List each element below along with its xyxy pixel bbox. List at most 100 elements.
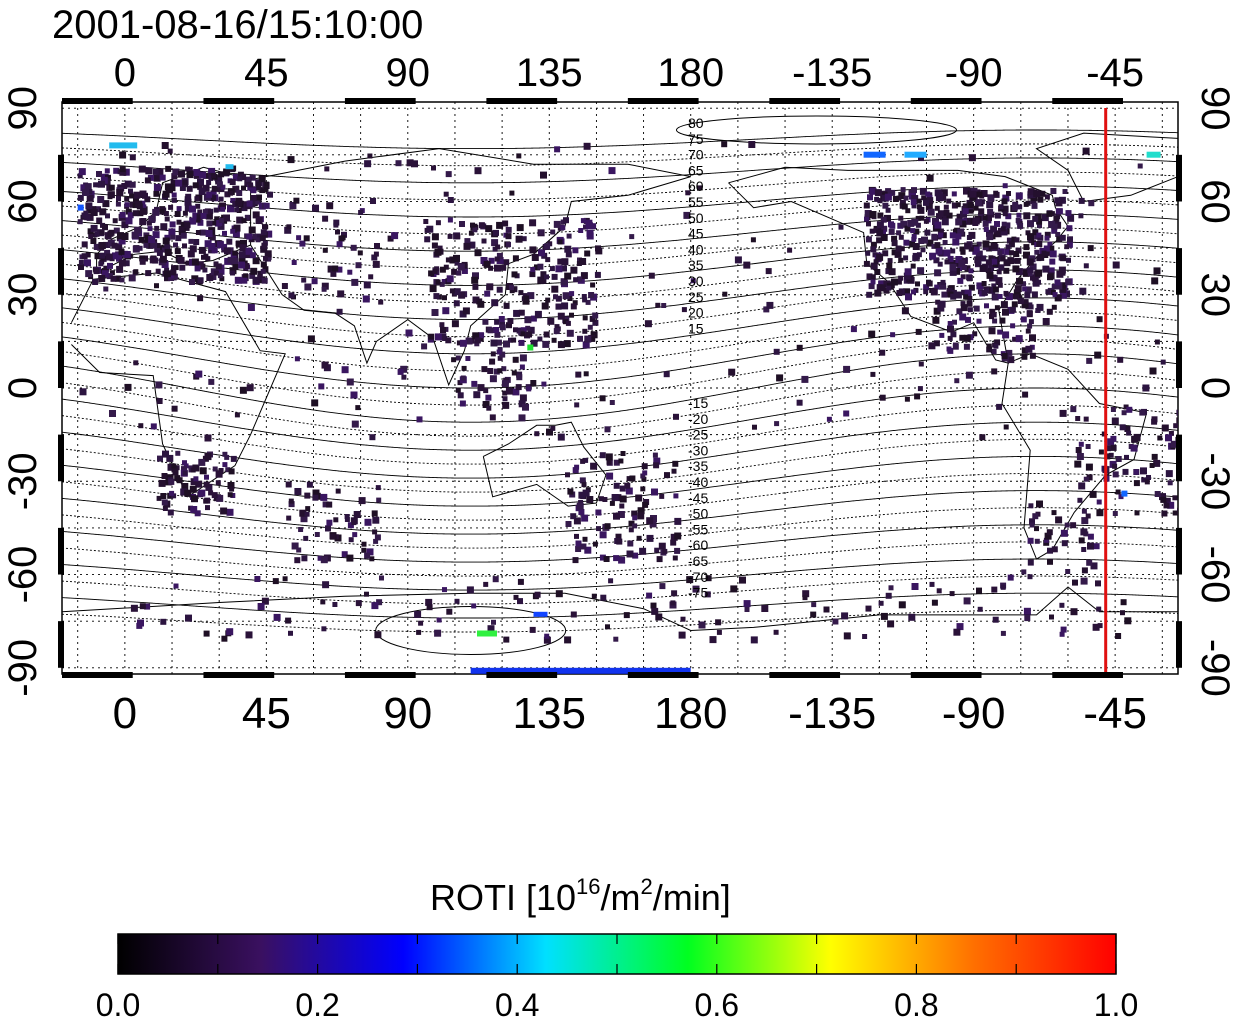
roti-cell <box>618 556 626 564</box>
roti-cell <box>489 375 497 383</box>
roti-cell <box>985 268 991 274</box>
roti-cell <box>1072 579 1078 586</box>
roti-cell <box>583 371 589 377</box>
roti-cell <box>637 507 645 515</box>
roti-cell <box>884 193 892 201</box>
roti-cell <box>177 256 185 264</box>
roti-cell <box>841 612 849 620</box>
roti-cell <box>375 485 381 491</box>
roti-cell <box>529 246 537 254</box>
roti-cell <box>926 197 934 205</box>
roti-cell <box>513 327 518 333</box>
roti-cell <box>305 506 311 512</box>
roti-cell <box>991 586 998 593</box>
roti-cell <box>220 206 226 212</box>
roti-cell <box>1094 351 1102 359</box>
roti-cell <box>488 265 494 271</box>
roti-cell <box>640 473 646 479</box>
contour-label: 20 <box>688 305 704 321</box>
roti-cell <box>466 586 474 594</box>
roti-cell <box>553 294 558 300</box>
roti-cell <box>456 340 462 346</box>
roti-cell <box>303 235 310 242</box>
roti-cell <box>1000 226 1006 232</box>
roti-cell <box>730 585 738 593</box>
roti-cell <box>456 270 462 276</box>
roti-cell <box>947 321 953 326</box>
roti-cell <box>912 252 920 260</box>
roti-cell <box>1118 494 1124 500</box>
roti-cell <box>870 274 876 280</box>
roti-cell <box>578 509 585 515</box>
roti-cell <box>191 275 199 283</box>
roti-cell <box>101 270 109 278</box>
roti-cell <box>1163 497 1171 505</box>
roti-cell <box>773 348 780 355</box>
roti-cell <box>991 368 998 375</box>
roti-cell <box>1007 257 1015 265</box>
roti-cell <box>148 236 156 243</box>
roti-cell <box>206 274 214 281</box>
roti-cell <box>1105 445 1111 452</box>
roti-cell <box>1011 236 1017 242</box>
roti-cell <box>981 281 987 286</box>
roti-cell <box>1024 286 1032 294</box>
longitude-tick-label-top: 135 <box>516 51 583 95</box>
roti-cell <box>939 282 947 290</box>
roti-cell <box>664 472 670 479</box>
roti-cell <box>197 219 204 226</box>
roti-cell <box>435 279 441 285</box>
roti-cell <box>1007 356 1015 364</box>
roti-cell <box>357 250 363 256</box>
roti-cell <box>259 235 266 242</box>
colorbar-tick-label: 0.8 <box>894 987 938 1023</box>
roti-cell <box>119 166 126 173</box>
roti-cell <box>168 478 175 485</box>
roti-cell <box>431 233 439 241</box>
roti-cell <box>560 278 568 286</box>
roti-cell <box>1014 237 1020 243</box>
roti-cell <box>579 258 587 265</box>
north-pole-contour <box>675 115 957 145</box>
roti-cell <box>129 154 136 161</box>
roti-cell <box>1044 231 1051 238</box>
roti-cell <box>874 289 882 297</box>
contour-line <box>62 592 1178 619</box>
roti-cell <box>246 200 253 207</box>
roti-cell <box>125 208 132 215</box>
roti-cell <box>1036 241 1043 247</box>
roti-cell <box>1065 279 1072 286</box>
roti-cell <box>540 277 547 284</box>
roti-cell <box>959 220 967 228</box>
roti-cell <box>516 153 522 159</box>
roti-cell <box>605 624 610 630</box>
roti-cell <box>903 288 911 296</box>
contour-line <box>62 541 1178 577</box>
roti-cell <box>640 486 646 492</box>
roti-cell <box>563 319 568 325</box>
roti-cell <box>1059 291 1067 299</box>
roti-cell <box>1168 430 1174 436</box>
roti-cell <box>218 196 224 202</box>
roti-cell <box>117 232 124 240</box>
roti-cell <box>468 230 474 236</box>
roti-cell <box>492 576 499 583</box>
roti-cell <box>443 191 449 197</box>
roti-cell <box>870 262 878 270</box>
roti-cell <box>178 170 185 178</box>
roti-cell <box>531 254 539 261</box>
roti-cell <box>226 238 233 245</box>
roti-cell <box>84 183 92 191</box>
roti-cell <box>519 394 527 402</box>
roti-cell <box>1159 493 1166 501</box>
roti-cell <box>171 405 178 412</box>
contour-label: 50 <box>688 210 704 226</box>
roti-cell <box>964 242 972 250</box>
roti-cell <box>874 196 880 202</box>
roti-cell <box>750 636 758 644</box>
roti-cell <box>174 211 181 217</box>
roti-cell <box>164 216 170 222</box>
roti-cell <box>935 247 943 255</box>
roti-cell <box>205 230 213 237</box>
roti-cell <box>439 281 445 287</box>
